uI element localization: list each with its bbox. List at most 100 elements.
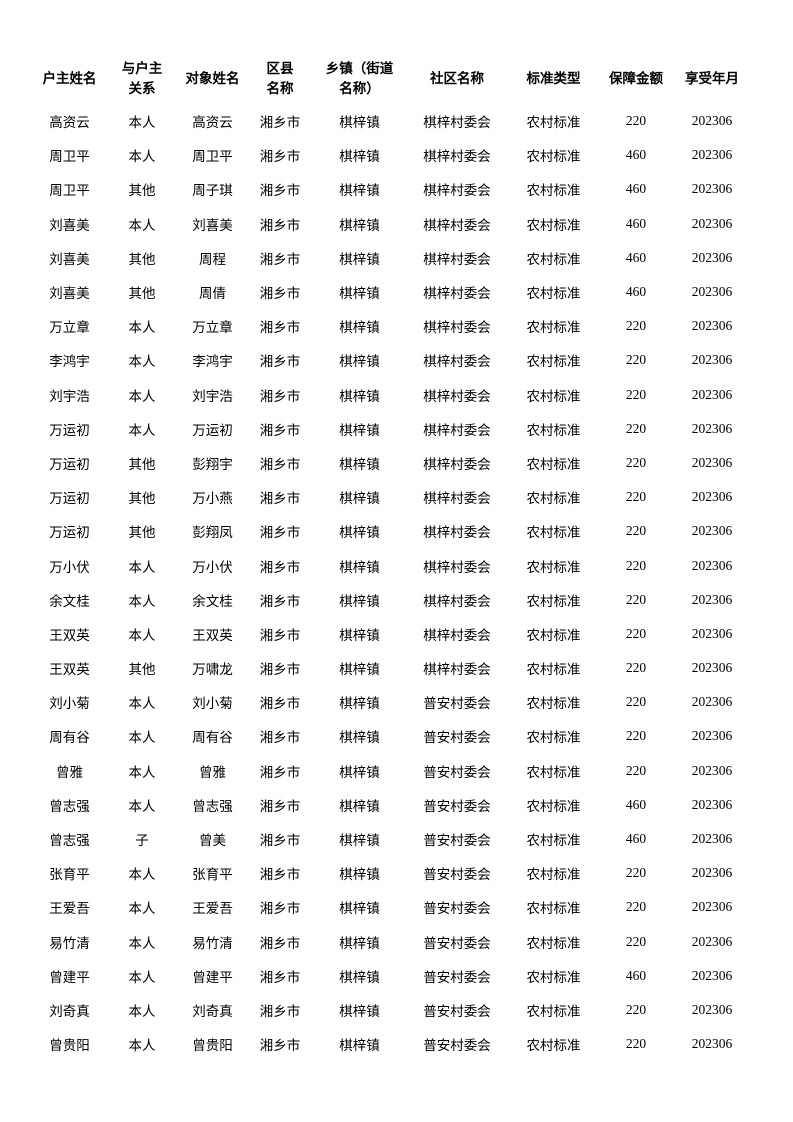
- cell-district: 湘乡市: [259, 115, 301, 131]
- cell-period: 202306: [691, 831, 733, 847]
- table-row: 万运初 其他 万小燕 湘乡市 棋梓镇 棋梓村委会 农村标准 220 202306: [34, 480, 750, 514]
- table-row: 王爱吾 本人 王爱吾 湘乡市 棋梓镇 普安村委会 农村标准 220 202306: [34, 890, 750, 924]
- cell-period: 202306: [691, 420, 733, 436]
- cell-standard: 农村标准: [526, 798, 581, 814]
- cell-relationship: 本人: [128, 627, 156, 643]
- column-header-amount: 保障金额: [609, 70, 663, 86]
- cell-standard: 农村标准: [526, 696, 581, 712]
- cell-householder: 余文桂: [49, 593, 90, 609]
- cell-standard: 农村标准: [526, 354, 581, 370]
- cell-township: 棋梓镇: [339, 833, 380, 849]
- table-row: 易竹清 本人 易竹清 湘乡市 棋梓镇 普安村委会 农村标准 220 202306: [34, 925, 750, 959]
- table-row: 曾贵阳 本人 曾贵阳 湘乡市 棋梓镇 普安村委会 农村标准 220 202306: [34, 1027, 750, 1061]
- cell-township: 棋梓镇: [339, 696, 380, 712]
- cell-householder: 万运初: [49, 491, 90, 507]
- cell-community: 普安村委会: [423, 798, 491, 814]
- table-row: 王双英 其他 万啸龙 湘乡市 棋梓镇 棋梓村委会 农村标准 220 202306: [34, 651, 750, 685]
- cell-community: 普安村委会: [423, 1003, 491, 1019]
- cell-period: 202306: [691, 318, 733, 334]
- column-header-person: 对象姓名: [185, 70, 240, 86]
- cell-amount: 220: [625, 694, 647, 710]
- cell-standard: 农村标准: [526, 901, 581, 917]
- cell-township: 棋梓镇: [339, 1003, 380, 1019]
- table-row: 曾建平 本人 曾建平 湘乡市 棋梓镇 普安村委会 农村标准 460 202306: [34, 959, 750, 993]
- cell-relationship: 本人: [128, 559, 156, 575]
- cell-township: 棋梓镇: [339, 115, 380, 131]
- column-header-relationship: 与户主 关系: [121, 60, 163, 96]
- cell-standard: 农村标准: [526, 730, 581, 746]
- cell-person: 刘喜美: [192, 217, 233, 233]
- cell-amount: 220: [625, 1036, 647, 1052]
- cell-community: 棋梓村委会: [423, 662, 491, 678]
- cell-township: 棋梓镇: [339, 593, 380, 609]
- cell-district: 湘乡市: [259, 149, 301, 165]
- cell-householder: 周卫平: [49, 149, 90, 165]
- cell-township: 棋梓镇: [339, 183, 380, 199]
- cell-community: 棋梓村委会: [423, 491, 491, 507]
- cell-amount: 220: [625, 318, 647, 334]
- table-row: 周有谷 本人 周有谷 湘乡市 棋梓镇 普安村委会 农村标准 220 202306: [34, 719, 750, 753]
- cell-householder: 万立章: [49, 320, 90, 336]
- table-row: 张育平 本人 张育平 湘乡市 棋梓镇 普安村委会 农村标准 220 202306: [34, 856, 750, 890]
- cell-district: 湘乡市: [259, 901, 301, 917]
- cell-period: 202306: [691, 454, 733, 470]
- cell-amount: 220: [625, 113, 647, 129]
- cell-amount: 220: [625, 762, 647, 778]
- cell-community: 棋梓村委会: [423, 525, 491, 541]
- cell-relationship: 其他: [128, 662, 156, 678]
- cell-district: 湘乡市: [259, 627, 301, 643]
- cell-person: 李鸿宇: [192, 354, 233, 370]
- column-header-standard: 标准类型: [526, 70, 581, 86]
- cell-district: 湘乡市: [259, 593, 301, 609]
- table-row: 刘小菊 本人 刘小菊 湘乡市 棋梓镇 普安村委会 农村标准 220 202306: [34, 685, 750, 719]
- cell-householder: 万运初: [49, 456, 90, 472]
- cell-township: 棋梓镇: [339, 525, 380, 541]
- cell-person: 刘小菊: [192, 696, 233, 712]
- cell-community: 棋梓村委会: [423, 593, 491, 609]
- cell-period: 202306: [691, 557, 733, 573]
- cell-community: 棋梓村委会: [423, 354, 491, 370]
- cell-district: 湘乡市: [259, 798, 301, 814]
- table-row: 万运初 其他 彭翔凤 湘乡市 棋梓镇 棋梓村委会 农村标准 220 202306: [34, 514, 750, 548]
- cell-community: 棋梓村委会: [423, 320, 491, 336]
- cell-community: 棋梓村委会: [423, 286, 491, 302]
- cell-standard: 农村标准: [526, 627, 581, 643]
- cell-township: 棋梓镇: [339, 1038, 380, 1054]
- cell-householder: 周有谷: [49, 730, 90, 746]
- cell-householder: 王爱吾: [49, 901, 90, 917]
- cell-period: 202306: [691, 899, 733, 915]
- cell-township: 棋梓镇: [339, 388, 380, 404]
- cell-householder: 万小伏: [49, 559, 90, 575]
- cell-township: 棋梓镇: [339, 798, 380, 814]
- cell-amount: 220: [625, 386, 647, 402]
- cell-householder: 曾建平: [49, 969, 90, 985]
- cell-person: 王双英: [192, 627, 233, 643]
- cell-community: 普安村委会: [423, 833, 491, 849]
- cell-township: 棋梓镇: [339, 969, 380, 985]
- cell-district: 湘乡市: [259, 286, 301, 302]
- table-row: 万小伏 本人 万小伏 湘乡市 棋梓镇 棋梓村委会 农村标准 220 202306: [34, 548, 750, 582]
- column-header-householder: 户主姓名: [42, 70, 97, 86]
- cell-community: 棋梓村委会: [423, 217, 491, 233]
- cell-period: 202306: [691, 796, 733, 812]
- cell-standard: 农村标准: [526, 969, 581, 985]
- cell-community: 棋梓村委会: [423, 422, 491, 438]
- cell-township: 棋梓镇: [339, 867, 380, 883]
- cell-relationship: 其他: [128, 286, 156, 302]
- cell-period: 202306: [691, 1036, 733, 1052]
- cell-standard: 农村标准: [526, 525, 581, 541]
- cell-community: 普安村委会: [423, 969, 491, 985]
- cell-amount: 460: [625, 967, 647, 983]
- cell-householder: 曾志强: [49, 833, 90, 849]
- cell-district: 湘乡市: [259, 559, 301, 575]
- cell-period: 202306: [691, 386, 733, 402]
- cell-district: 湘乡市: [259, 867, 301, 883]
- cell-township: 棋梓镇: [339, 320, 380, 336]
- column-header-district: 区县 名称: [266, 60, 294, 96]
- cell-relationship: 本人: [128, 867, 156, 883]
- cell-township: 棋梓镇: [339, 627, 380, 643]
- cell-district: 湘乡市: [259, 354, 301, 370]
- table-row: 刘喜美 其他 周倩 湘乡市 棋梓镇 棋梓村委会 农村标准 460 202306: [34, 275, 750, 309]
- cell-township: 棋梓镇: [339, 286, 380, 302]
- cell-amount: 220: [625, 728, 647, 744]
